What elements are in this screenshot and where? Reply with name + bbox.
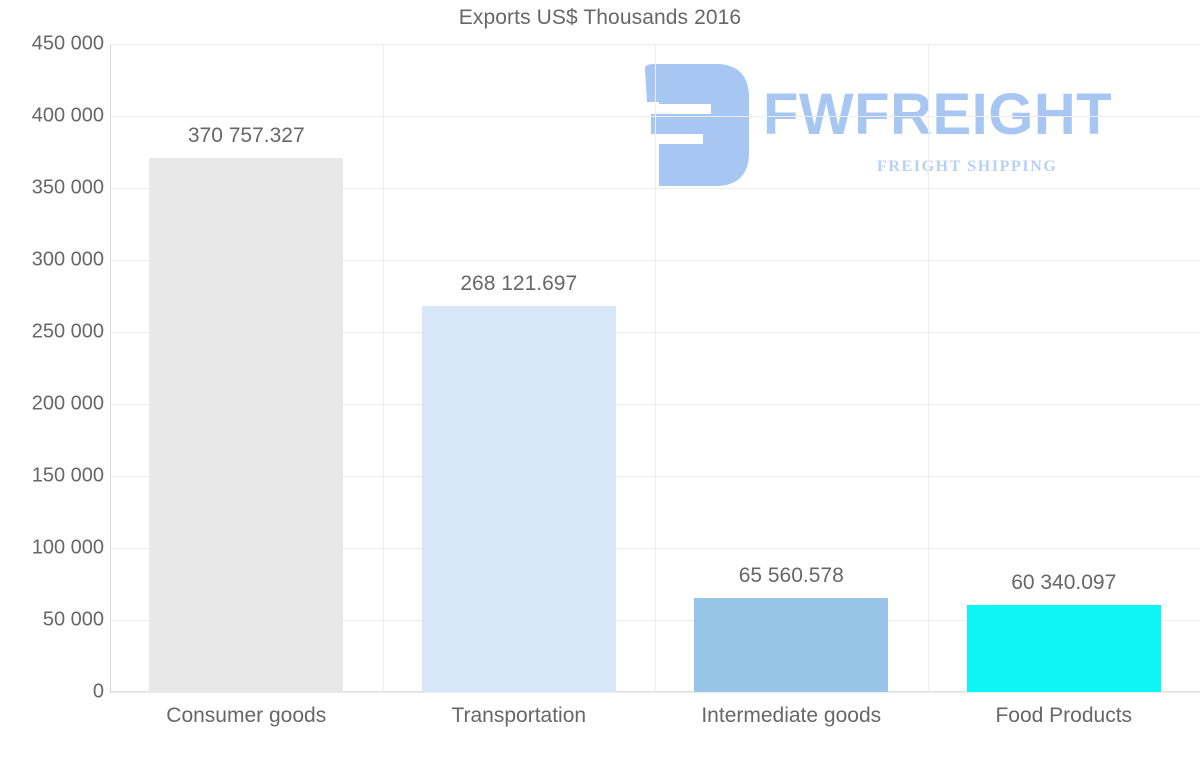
y-axis: 450 000 400 000 350 000 300 000 250 000 200 0…	[0, 0, 104, 763]
bar-value-label: 60 340.097	[1011, 571, 1117, 595]
bar-value-label: 370 757.327	[187, 124, 305, 148]
bar-value-label: 65 560.578	[738, 563, 844, 587]
y-axis-tick-label: 50 000	[42, 608, 104, 631]
bar[interactable]	[966, 605, 1161, 692]
x-axis-tick-label: Food Products	[995, 704, 1133, 727]
y-axis-tick-label: 400 000	[31, 104, 104, 127]
y-axis-tick-label: 300 000	[31, 248, 104, 271]
y-axis-tick-label: 100 000	[31, 536, 104, 559]
y-axis-line	[110, 44, 111, 693]
y-axis-tick-label: 450 000	[31, 32, 104, 55]
y-axis-tick-label: 350 000	[31, 176, 104, 199]
bar[interactable]	[421, 305, 616, 692]
y-axis-tick-label: 200 000	[31, 392, 104, 415]
x-axis-tick-label: Transportation	[451, 704, 587, 727]
x-axis-tick-label: Intermediate goods	[701, 704, 882, 727]
y-axis-tick-label: 0	[92, 680, 104, 703]
x-axis-tick-label: Consumer goods	[166, 704, 327, 727]
category-divider	[383, 44, 384, 693]
bar[interactable]	[149, 158, 344, 692]
bar-value-label: 268 121.697	[460, 271, 578, 295]
category-divider	[928, 44, 929, 693]
bar[interactable]	[694, 597, 889, 692]
chart-title: Exports US$ Thousands 2016	[458, 6, 742, 29]
category-divider	[655, 44, 656, 693]
y-axis-tick-label: 150 000	[31, 464, 104, 487]
plot-area: 370 757.327 268 121.697 65 560.578 60 340.0…	[110, 44, 1200, 693]
y-axis-tick-label: 250 000	[31, 320, 104, 343]
